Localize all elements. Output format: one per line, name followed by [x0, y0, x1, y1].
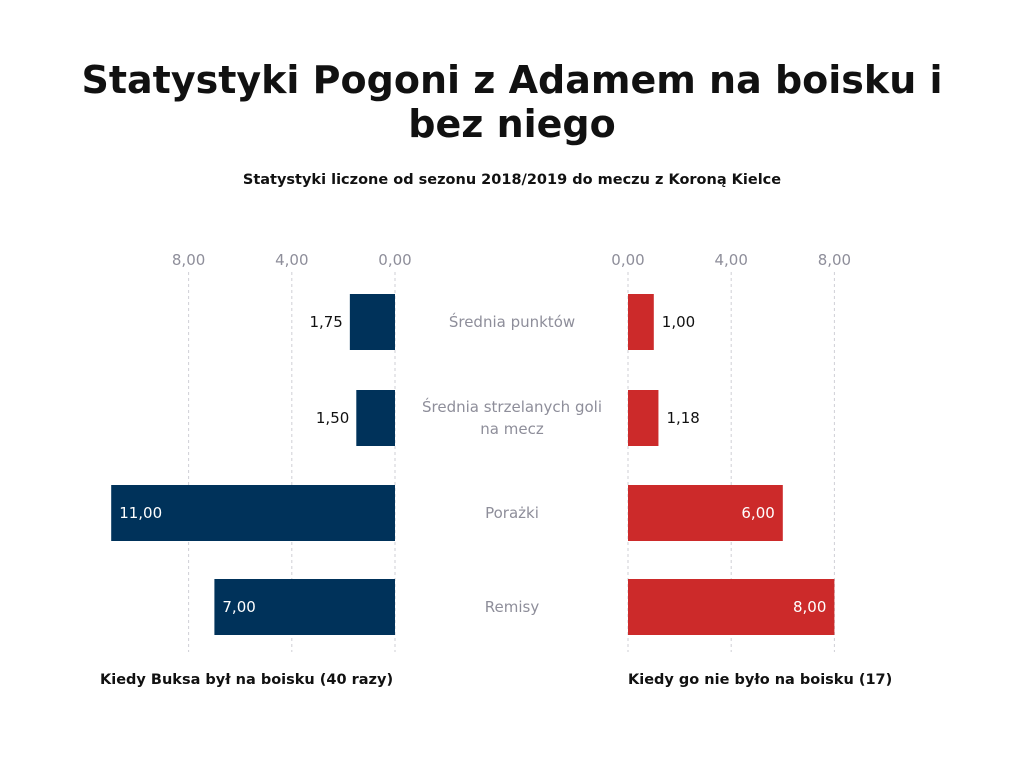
- right-value-label: 8,00: [793, 598, 826, 616]
- left-bar: [349, 294, 395, 350]
- category-label: na mecz: [480, 420, 544, 438]
- right-tick-label: 8,00: [818, 251, 851, 269]
- chart-title: Statystyki Pogoni z Adamem na boisku i b…: [81, 58, 943, 146]
- right-value-label: 6,00: [741, 504, 774, 522]
- left-bar: [356, 390, 395, 446]
- left-tick-label: 0,00: [378, 251, 411, 269]
- category-label: Porażki: [485, 504, 539, 522]
- right-bar: [628, 294, 654, 350]
- category-label: Średnia strzelanych goli: [422, 397, 602, 416]
- legend-right-series: Kiedy go nie było na boisku (17): [628, 672, 893, 688]
- category-label: Średnia punktów: [449, 312, 575, 331]
- left-value-label: 11,00: [119, 504, 162, 522]
- left-tick-label: 4,00: [275, 251, 308, 269]
- left-value-label: 7,00: [222, 598, 255, 616]
- legend-left-series: Kiedy Buksa był na boisku (40 razy): [100, 672, 394, 688]
- left-tick-label: 8,00: [172, 251, 205, 269]
- right-bar: [628, 390, 659, 446]
- right-tick-label: 0,00: [611, 251, 644, 269]
- right-bar: [628, 485, 783, 541]
- right-value-label: 1,00: [662, 313, 695, 331]
- right-bar: [628, 579, 835, 635]
- right-value-label: 1,18: [666, 409, 699, 427]
- right-tick-label: 4,00: [714, 251, 747, 269]
- chart-subtitle: Statystyki liczone od sezonu 2018/2019 d…: [242, 172, 782, 188]
- left-value-label: 1,50: [316, 409, 349, 427]
- left-bar: [214, 579, 395, 635]
- category-label: Remisy: [485, 598, 540, 616]
- left-value-label: 1,75: [309, 313, 342, 331]
- left-bar: [111, 485, 395, 541]
